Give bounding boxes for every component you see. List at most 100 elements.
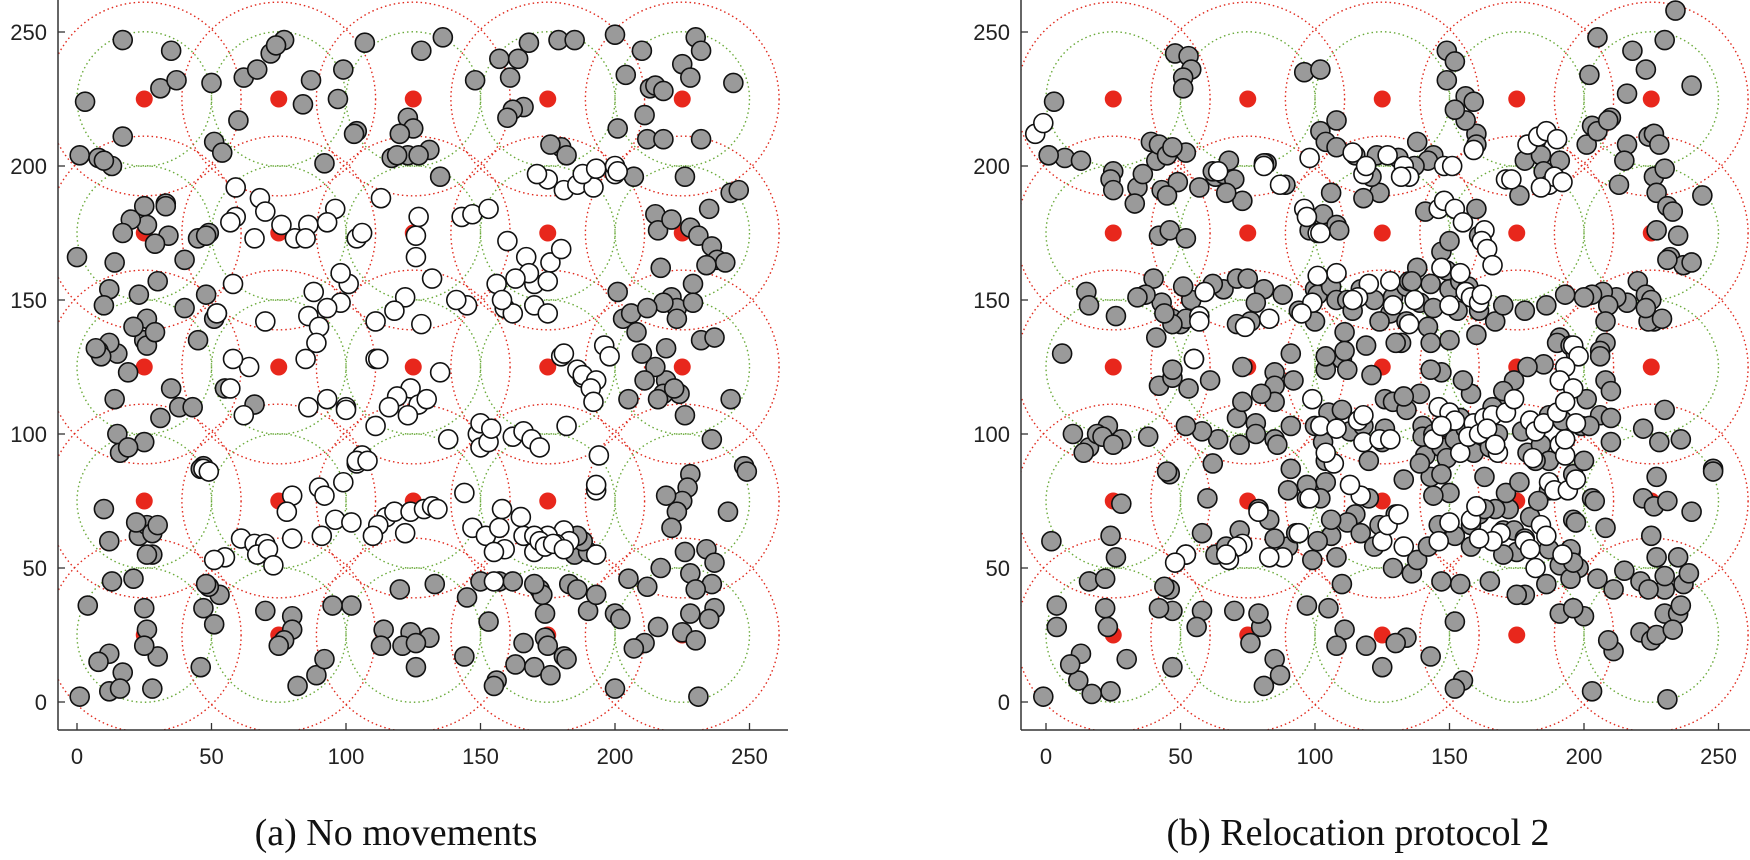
covered-node: [1369, 311, 1390, 332]
x-tick-label: 50: [199, 744, 223, 769]
uncovered-node: [1428, 530, 1450, 552]
covered-node: [93, 498, 115, 520]
uncovered-node: [1342, 142, 1363, 163]
zone-circle: [181, 1, 377, 197]
zone-circle: [450, 1, 646, 197]
covered-node: [136, 544, 158, 565]
uncovered-node: [1380, 270, 1401, 292]
uncovered-node: [271, 214, 292, 236]
covered-node: [1328, 220, 1350, 241]
covered-node: [69, 144, 90, 166]
zone-circle: [584, 1, 780, 197]
covered-node: [1439, 329, 1460, 351]
covered-node: [1657, 689, 1678, 710]
uncovered-node: [1326, 418, 1347, 439]
covered-node: [1493, 544, 1514, 565]
covered-node: [1245, 292, 1267, 313]
covered-node: [1640, 525, 1662, 547]
covered-node: [1197, 488, 1218, 509]
y-tick-label: 200: [10, 154, 47, 179]
covered-node: [1105, 546, 1127, 568]
covered-node: [728, 179, 750, 201]
uncovered-node: [295, 348, 316, 370]
uncovered-node: [1393, 536, 1415, 557]
covered-node: [1667, 546, 1689, 568]
inner-range-circle: [1179, 567, 1316, 703]
covered-node: [203, 613, 225, 635]
uncovered-node: [1288, 522, 1310, 544]
covered-node: [1479, 571, 1501, 592]
covered-node: [1237, 268, 1259, 289]
zone-center-dot: [539, 224, 557, 242]
covered-node: [429, 166, 451, 188]
x-tick-label: 100: [1297, 744, 1334, 769]
zone-circle: [1021, 269, 1211, 465]
covered-node: [1681, 75, 1702, 96]
covered-node: [1046, 595, 1068, 616]
covered-node: [1692, 185, 1713, 206]
uncovered-node: [330, 262, 351, 284]
y-tick-label: 100: [10, 422, 47, 447]
covered-node: [1124, 193, 1146, 214]
uncovered-node: [333, 471, 354, 493]
uncovered-node: [365, 415, 386, 437]
covered-node: [1436, 69, 1458, 91]
covered-node: [1565, 512, 1587, 533]
uncovered-node: [411, 313, 432, 335]
covered-node: [201, 72, 222, 94]
zone-center-dot: [135, 358, 153, 376]
covered-node: [1614, 560, 1635, 581]
covered-node: [650, 257, 672, 279]
covered-node: [405, 632, 427, 654]
covered-node: [306, 664, 327, 686]
covered-node: [112, 29, 134, 51]
covered-node: [1172, 77, 1194, 99]
uncovered-node: [1463, 139, 1485, 161]
covered-node: [1444, 611, 1466, 632]
covered-node: [314, 153, 335, 174]
covered-node: [607, 281, 628, 303]
covered-node: [112, 126, 134, 147]
inner-range-circle: [345, 165, 482, 301]
covered-node: [1622, 40, 1643, 62]
y-tick-label: 150: [973, 288, 1010, 313]
uncovered-node: [254, 311, 276, 332]
uncovered-node: [599, 345, 620, 367]
covered-node: [1320, 509, 1342, 531]
covered-node: [585, 584, 607, 606]
covered-node: [142, 678, 163, 699]
zone-center-dot: [135, 492, 153, 510]
covered-node: [1102, 179, 1124, 201]
panel-a: 0 50 100 150 200 250 0 50 100 150 200 250 (a) No mo…: [10, 0, 788, 854]
covered-node: [1616, 83, 1638, 104]
covered-node: [1646, 546, 1667, 568]
covered-node: [1148, 597, 1170, 619]
covered-node: [1191, 522, 1213, 544]
covered-node: [1269, 664, 1291, 686]
zone-circle: [584, 403, 780, 599]
covered-node: [1444, 99, 1466, 121]
covered-node: [489, 48, 510, 70]
uncovered-node: [1258, 308, 1280, 330]
covered-node: [1638, 579, 1659, 600]
inner-range-circle: [76, 31, 213, 167]
covered-node: [195, 284, 217, 305]
covered-node: [1393, 386, 1415, 407]
covered-node: [1597, 630, 1619, 651]
covered-node: [133, 635, 155, 657]
uncovered-node: [238, 356, 260, 378]
covered-node: [1670, 429, 1692, 450]
uncovered-node: [483, 541, 505, 563]
covered-node: [604, 678, 626, 699]
covered-node: [104, 252, 125, 273]
covered-node: [147, 270, 168, 292]
covered-node: [1573, 450, 1595, 472]
covered-node: [66, 246, 88, 268]
uncovered-node: [1439, 512, 1460, 533]
covered-node: [1248, 603, 1269, 624]
zone-center-dot: [1642, 90, 1660, 108]
covered-node: [674, 541, 696, 563]
covered-node: [647, 616, 669, 638]
y-tick-label: 250: [10, 20, 47, 45]
uncovered-node: [1525, 557, 1546, 579]
